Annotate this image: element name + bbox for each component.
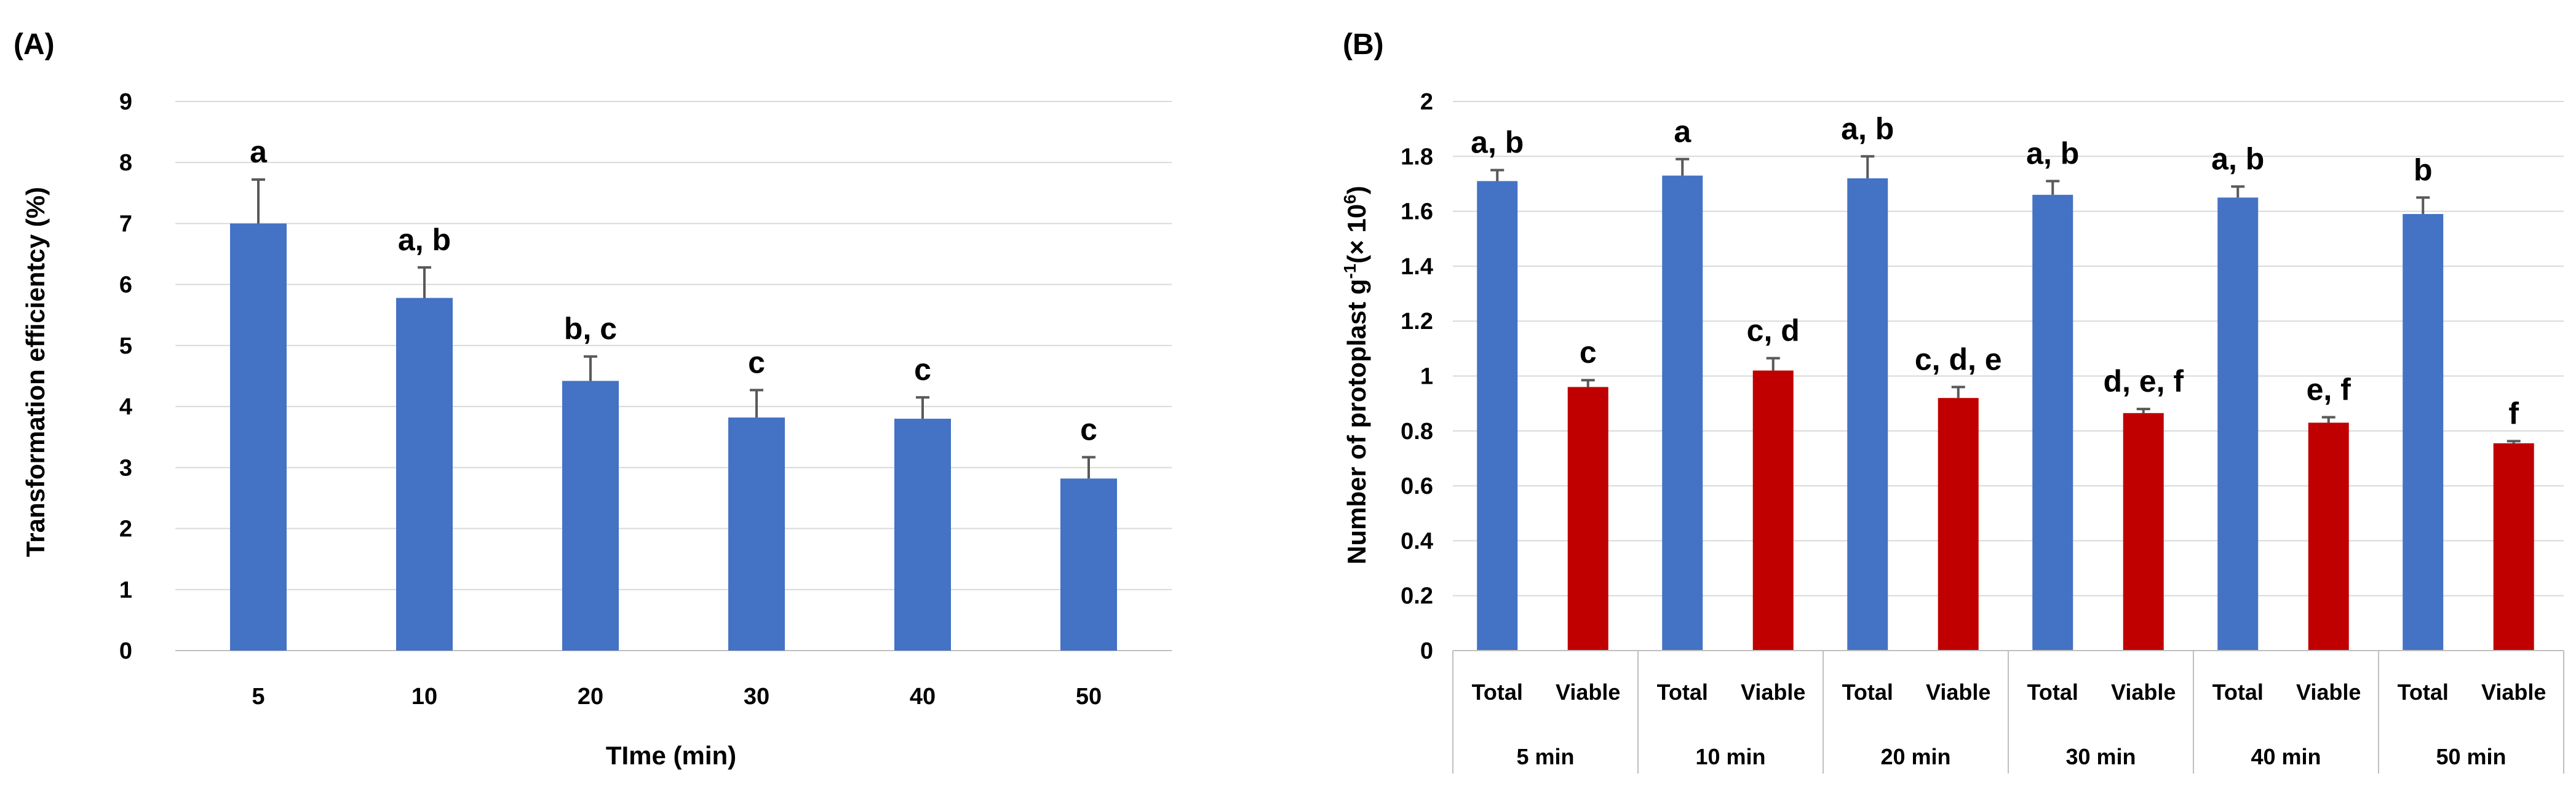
x-tick-label-a: 10 [411, 684, 437, 710]
subcategory-label-b: Viable [1926, 679, 1990, 705]
bar-a [562, 381, 619, 651]
significance-letter-a: c [914, 352, 931, 387]
y-tick-label-a: 0 [119, 638, 132, 664]
subcategory-label-b: Total [2212, 679, 2264, 705]
significance-letter-b: a, b [2211, 141, 2264, 176]
group-label-b: 20 min [1880, 744, 1950, 769]
y-tick-label-a: 4 [119, 394, 132, 420]
bar-total [2032, 194, 2073, 651]
significance-letter-a: b, c [564, 312, 617, 346]
y-tick-label-b: 1.4 [1401, 254, 1433, 280]
group-label-b: 10 min [1695, 744, 1765, 769]
subcategory-label-b: Total [1472, 679, 1523, 705]
y-axis-title-b: Number of protoplast g-1(× 106) [1340, 186, 1371, 564]
x-tick-label-a: 40 [910, 684, 936, 710]
bar-total [1662, 175, 1703, 651]
bar-total [2403, 214, 2444, 651]
group-label-b: 40 min [2251, 744, 2321, 769]
y-tick-label-b: 0.4 [1401, 528, 1433, 554]
panel-label-a: (A) [14, 28, 55, 61]
y-tick-label-b: 0.2 [1401, 584, 1433, 609]
y-tick-label-b: 0.6 [1401, 473, 1433, 499]
bar-viable [2123, 413, 2164, 651]
significance-letter-b: a [1674, 114, 1691, 149]
bar-a [1060, 478, 1117, 651]
y-axis-title-b-sup2: 6 [1340, 194, 1359, 204]
y-tick-label-b: 1.8 [1401, 144, 1433, 170]
group-label-b: 50 min [2436, 744, 2506, 769]
bar-viable [2493, 443, 2534, 651]
panel-label-b: (B) [1343, 28, 1384, 61]
bar-a [894, 418, 951, 651]
bar-a [230, 223, 287, 651]
x-tick-label-a: 20 [578, 684, 603, 710]
bar-viable [1752, 370, 1794, 651]
significance-letter-b: f [2508, 396, 2519, 430]
subcategory-label-b: Total [2027, 679, 2078, 705]
y-tick-label-a: 7 [119, 211, 132, 237]
significance-letter-b: c, d [1747, 313, 1800, 347]
significance-letter-b: c [1580, 335, 1597, 370]
significance-letter-b: b [2414, 152, 2433, 187]
y-tick-label-b: 0 [1420, 638, 1433, 664]
significance-letter-a: c [748, 345, 765, 379]
x-tick-label-a: 30 [744, 684, 769, 710]
y-tick-label-b: 1 [1420, 364, 1433, 390]
significance-letter-b: c, d, e [1915, 342, 2002, 376]
significance-letter-a: a, b [398, 223, 451, 257]
y-tick-label-b: 1.6 [1401, 199, 1433, 225]
chart-b: (B) 0 0.2 0.4 0.6 0.8 1 1.2 1.4 1.6 1.8 2 a, b c a c,… [1340, 28, 2564, 774]
bar-viable [2308, 422, 2349, 651]
subcategory-label-b: Total [1842, 679, 1893, 705]
y-tick-label-a: 3 [119, 455, 132, 481]
significance-letter-b: a, b [2026, 136, 2079, 170]
y-tick-label-b: 0.8 [1401, 419, 1433, 445]
y-tick-label-a: 6 [119, 272, 132, 298]
bar-total [1477, 181, 1518, 651]
y-axis-title-a: Transformation efficientcy (%) [21, 187, 50, 557]
y-tick-label-a: 8 [119, 150, 132, 176]
bar-total [1847, 178, 1888, 651]
subcategory-label-b: Viable [2296, 679, 2361, 705]
bar-a [728, 417, 785, 651]
x-tick-label-a: 50 [1076, 684, 1102, 710]
y-tick-label-a: 9 [119, 89, 132, 115]
x-tick-label-a: 5 [252, 684, 264, 710]
bar-a [396, 298, 453, 651]
significance-letter-b: a, b [1471, 125, 1524, 160]
y-axis-title-b-end: ) [1342, 186, 1371, 194]
significance-letter-b: a, b [1841, 111, 1894, 146]
x-axis-title-a: TIme (min) [606, 741, 736, 770]
subcategory-label-b: Viable [2111, 679, 2176, 705]
bar-viable [1938, 398, 1979, 651]
y-tick-label-b: 1.2 [1401, 309, 1433, 335]
subcategory-label-b: Viable [1556, 679, 1620, 705]
significance-letter-a: c [1080, 412, 1097, 446]
subcategory-label-b: Total [2398, 679, 2449, 705]
y-axis-title-b-mid: (× 10 [1342, 204, 1371, 264]
y-tick-label-b: 2 [1420, 89, 1433, 115]
bar-total [2217, 197, 2259, 651]
group-label-b: 5 min [1516, 744, 1574, 769]
subcategory-label-b: Viable [1741, 679, 1805, 705]
y-tick-label-a: 5 [119, 333, 132, 359]
bar-viable [1567, 387, 1608, 651]
significance-letter-b: d, e, f [2103, 364, 2184, 398]
y-tick-label-a: 2 [119, 517, 132, 542]
y-tick-label-a: 1 [119, 577, 132, 603]
significance-letter-b: e, f [2307, 372, 2351, 406]
y-axis-title-b-sup1: -1 [1340, 264, 1359, 279]
significance-letter-a: a [250, 135, 268, 169]
y-axis-title-b-main: Number of protoplast g [1342, 279, 1371, 564]
subcategory-label-b: Viable [2481, 679, 2546, 705]
subcategory-label-b: Total [1657, 679, 1708, 705]
group-label-b: 30 min [2065, 744, 2136, 769]
